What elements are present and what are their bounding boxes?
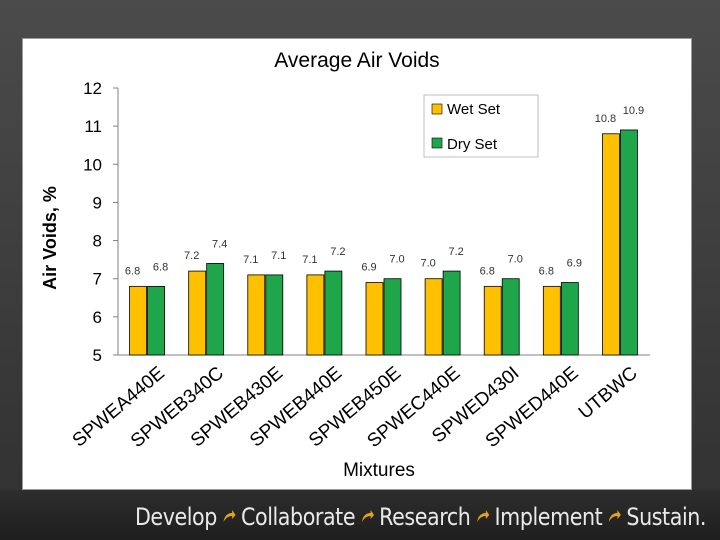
bar-dry-SPWEC440E [442,270,461,356]
bar-dry-SPWEB430E [265,274,284,356]
legend-box [423,94,539,158]
bar-wet-SPWEC440E [424,278,443,356]
footer-bar [0,490,720,540]
chart-frame [22,38,692,490]
value-label-wet: 6.8 [480,265,495,277]
y-tick-label: 6 [93,308,102,327]
value-label-dry: 7.2 [330,246,345,258]
slogan-word: Collaborate [240,503,356,531]
value-label-dry: 7.4 [212,238,227,250]
value-label-dry: 10.9 [623,105,644,117]
bar-wet-SPWEB440E [306,274,325,356]
bar-dry-SPWED430I [501,278,520,356]
y-tick-label: 7 [93,270,102,289]
value-label-dry: 7.0 [389,254,404,266]
bar-dry-UTBWC [620,129,638,356]
y-tick-label: 10 [83,155,102,174]
slogan-word: Implement [494,503,603,531]
curved-arrow-icon [361,510,374,522]
value-label-wet: 7.0 [420,258,435,270]
curved-arrow-icon [223,510,236,522]
value-label-wet: 6.8 [125,265,140,277]
bar-wet-SPWED440E [542,285,561,356]
value-label-wet: 7.2 [184,250,199,262]
value-label-dry: 7.1 [271,250,286,262]
y-axis-title: Air Voids, % [40,186,60,290]
value-label-wet: 6.9 [361,262,376,274]
legend-label-wet: Wet Set [447,101,501,118]
slogan-word: Research [379,503,471,531]
x-axis-title: Mixtures [343,460,415,481]
bar-dry-SPWEB440E [324,270,343,356]
slogan-word: Sustain. [626,503,706,531]
value-label-dry: 7.2 [448,246,463,258]
slogan-word: Develop [134,503,217,531]
bar-wet-SPWEB450E [365,282,384,356]
y-tick-label: 12 [83,79,102,98]
value-label-wet: 7.1 [243,254,258,266]
value-label-wet: 7.1 [302,254,317,266]
y-tick-label: 11 [84,117,102,136]
bar-wet-SPWED430I [483,285,502,356]
footer-slogan: Develop Collaborate Research Implement Susta… [135,497,706,537]
bar-wet-SPWEB340C [188,270,207,356]
y-tick-label: 9 [93,193,102,212]
bar-wet-UTBWC [602,133,620,356]
bar-wet-SPWEB430E [247,274,266,356]
legend-label-dry: Dry Set [447,136,498,153]
x-tick-labels: SPWEA440ESPWEB340CSPWEB430ESPWEB440ESPWE… [69,363,642,452]
value-label-wet: 6.8 [539,265,554,277]
legend-swatch-wet [431,103,443,115]
bar-dry-SPWEB340C [206,263,225,356]
x-tick-label: UTBWC [575,363,642,424]
value-label-dry: 7.0 [508,254,523,266]
bar-dry-SPWEB450E [383,278,402,356]
value-label-dry: 6.8 [153,261,168,273]
legend-swatch-dry [431,137,443,149]
value-label-dry: 6.9 [567,258,582,270]
bars [129,129,638,356]
y-tick-label: 5 [93,346,102,365]
value-label-wet: 10.8 [595,113,616,125]
bar-dry-SPWEA440E [147,285,165,356]
bar-wet-SPWEA440E [129,285,147,356]
curved-arrow-icon [609,510,622,522]
bar-dry-SPWED440E [560,282,579,356]
chart-title: Average Air Voids [274,49,439,72]
y-tick-label: 8 [93,232,102,251]
legend: Wet Set Dry Set [423,94,539,158]
value-labels: 6.8 6.8 7.2 7.4 7.1 7.1 7.1 7.2 6.9 7.0 7.0 7.2 6.8 7… [125,105,644,277]
curved-arrow-icon [477,510,490,522]
